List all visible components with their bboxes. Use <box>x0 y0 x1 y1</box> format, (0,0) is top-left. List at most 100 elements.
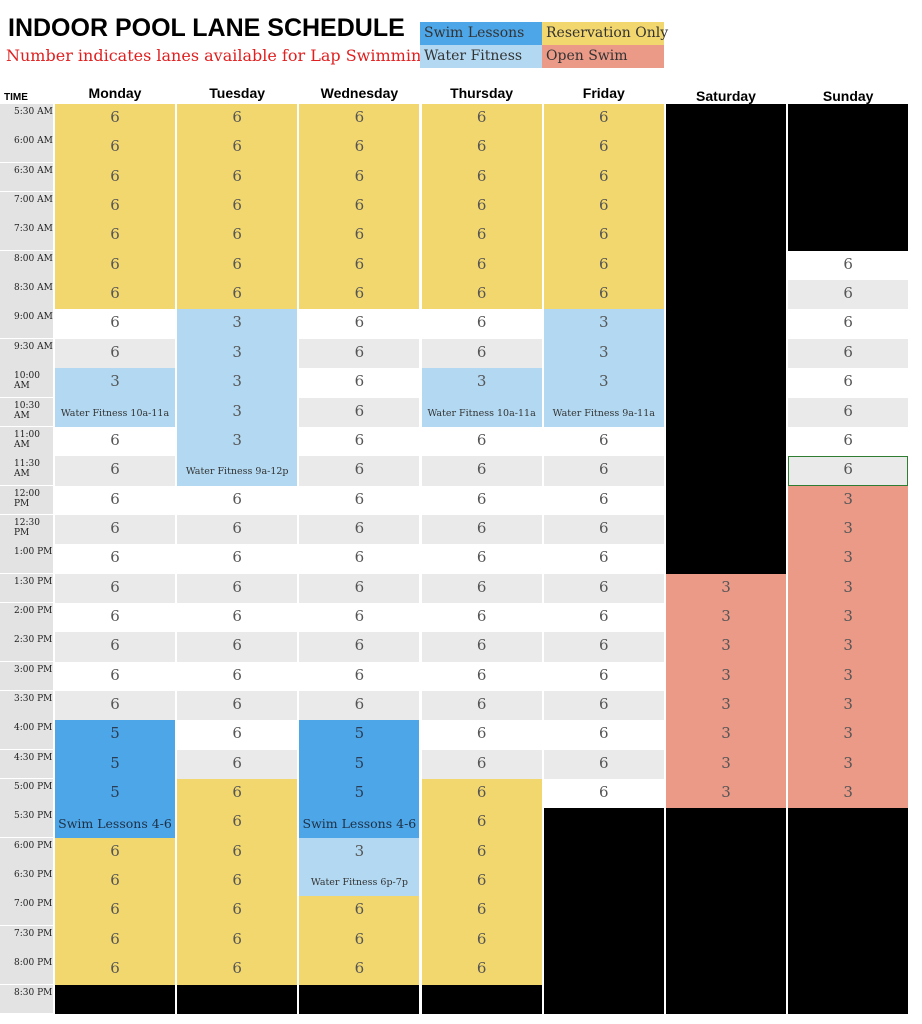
lane-count: 6 <box>354 695 365 713</box>
lane-count: 6 <box>599 577 609 596</box>
open-swim-cell: 3 <box>666 691 786 721</box>
open-swim-cell: 3 <box>788 779 909 809</box>
lane-count: 6 <box>599 783 609 802</box>
day-header-sunday: Sunday <box>822 88 874 104</box>
lane-count: 3 <box>843 665 853 684</box>
closed-block <box>177 984 298 1015</box>
lane-count: 6 <box>599 606 609 625</box>
program-note: Water Fitness 9a-11a <box>552 407 655 419</box>
water-fitness-cell: Water Fitness 9a-12p <box>177 456 298 487</box>
lane-count: 6 <box>599 254 609 273</box>
lane-cell: 6 <box>55 573 175 604</box>
lane-cell: 6 <box>543 691 664 721</box>
lane-count: 3 <box>843 548 853 567</box>
reservation-only-cell: 6 <box>55 192 175 222</box>
open-swim-cell: 3 <box>788 661 909 692</box>
swim-lessons-cell: Swim Lessons 4-6 <box>299 808 420 839</box>
time-label: 9:30 AM <box>0 338 53 368</box>
lane-cell: 6 <box>543 485 664 516</box>
lane-count: 6 <box>232 841 242 860</box>
lane-cell: 6 <box>299 661 420 692</box>
reservation-only-cell: 6 <box>421 250 542 281</box>
lane-cell: 6 <box>543 544 664 575</box>
lane-count: 6 <box>476 548 487 567</box>
lane-cell: 6 <box>788 456 909 487</box>
lane-count: 6 <box>476 812 487 831</box>
water-fitness-cell: Water Fitness 6p-7p <box>299 867 420 897</box>
reservation-only-cell: 6 <box>299 221 420 252</box>
lane-count: 6 <box>476 577 487 596</box>
open-swim-cell: 3 <box>666 779 786 809</box>
lane-count: 6 <box>110 284 120 303</box>
lane-cell: 6 <box>543 749 664 780</box>
lane-count: 6 <box>476 284 487 303</box>
lane-count: 6 <box>599 665 609 684</box>
lane-count: 6 <box>110 254 120 273</box>
swim-lessons-cell: 5 <box>299 720 420 751</box>
lane-cell: 6 <box>421 573 542 604</box>
lane-cell: 6 <box>543 573 664 604</box>
open-swim-cell: 3 <box>666 602 786 633</box>
lane-count: 6 <box>232 548 242 567</box>
lane-count: 6 <box>476 724 487 743</box>
lane-count: 5 <box>110 783 120 802</box>
time-label: 11:30 AM <box>0 456 53 485</box>
lane-cell: 6 <box>421 544 542 575</box>
lane-count: 6 <box>354 606 365 625</box>
reservation-only-cell: 6 <box>421 867 542 897</box>
lane-count: 6 <box>110 225 120 244</box>
lane-count: 6 <box>110 196 120 215</box>
water-fitness-cell: 3 <box>299 837 420 868</box>
reservation-only-cell: 6 <box>421 280 542 310</box>
lane-count: 6 <box>232 108 242 126</box>
lane-cell: 6 <box>177 573 298 604</box>
swim-lessons-cell: 5 <box>55 720 175 751</box>
time-label: 9:00 AM <box>0 309 53 339</box>
reservation-only-cell: 6 <box>55 133 175 164</box>
program-note: Water Fitness 10a-11a <box>60 407 170 419</box>
lane-count: 6 <box>354 284 365 303</box>
time-label: 11:00 AM <box>0 426 53 456</box>
water-fitness-cell: 3 <box>177 368 298 398</box>
lane-count: 6 <box>354 577 365 596</box>
reservation-only-cell: 6 <box>543 104 664 134</box>
lane-count: 6 <box>476 137 487 156</box>
lane-count: 5 <box>110 753 120 772</box>
closed-block <box>666 808 786 1015</box>
lane-cell: 6 <box>299 691 420 721</box>
lane-count: 6 <box>354 548 365 567</box>
lane-count: 6 <box>476 196 487 215</box>
time-label: 8:00 AM <box>0 250 53 280</box>
day-header-thursday: Thursday <box>450 85 514 101</box>
lane-count: 3 <box>721 724 731 743</box>
reservation-only-cell: 6 <box>299 250 420 281</box>
lane-count: 6 <box>599 460 609 479</box>
lane-count: 3 <box>110 372 120 391</box>
lane-count: 6 <box>843 401 853 420</box>
lane-count: 6 <box>476 254 487 273</box>
time-label: 4:30 PM <box>0 749 53 779</box>
lane-cell: 6 <box>55 426 175 457</box>
reservation-only-cell: 6 <box>299 162 420 193</box>
time-label: 7:00 PM <box>0 896 53 926</box>
lane-count: 5 <box>354 753 365 772</box>
lane-count: 6 <box>354 372 365 391</box>
lane-count: 6 <box>354 108 365 126</box>
lane-count: 6 <box>110 636 120 655</box>
lane-count: 6 <box>599 137 609 156</box>
reservation-only-cell: 6 <box>55 867 175 897</box>
lane-count: 3 <box>721 665 731 684</box>
lane-cell: 6 <box>55 602 175 633</box>
day-header-friday: Friday <box>582 85 625 101</box>
closed-block <box>421 984 542 1015</box>
reservation-only-cell: 6 <box>177 867 298 897</box>
reservation-only-cell: 6 <box>177 162 298 193</box>
day-header-saturday: Saturday <box>696 88 756 104</box>
lane-count: 6 <box>232 695 242 713</box>
lane-cell: 6 <box>299 338 420 369</box>
lane-count: 3 <box>232 430 242 449</box>
open-swim-cell: 3 <box>788 573 909 604</box>
reservation-only-cell: 6 <box>421 808 542 839</box>
reservation-only-cell: 6 <box>299 955 420 985</box>
lane-cell: 6 <box>177 602 298 633</box>
